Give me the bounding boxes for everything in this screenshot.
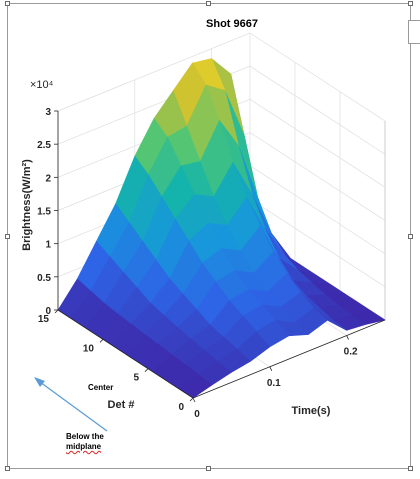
x-axis-label: Time(s)	[292, 405, 331, 417]
z-tick-label: 2	[45, 173, 51, 184]
annotation-below-line1: Below the	[66, 432, 104, 441]
z-axis-label: Brightness(W/m²)	[21, 159, 33, 251]
x-tick-label: 0	[194, 409, 200, 420]
x-tick	[346, 335, 349, 340]
resize-handle-top-left[interactable]	[5, 1, 10, 6]
resize-handle-left[interactable]	[5, 234, 10, 239]
resize-handle-bottom[interactable]	[206, 466, 211, 471]
annotation-below-midplane: Below the midplane	[66, 432, 104, 452]
chart-title: Shot 9667	[206, 18, 258, 30]
resize-handle-top-right[interactable]	[408, 1, 413, 6]
annotation-arrow	[39, 381, 108, 432]
annotation-arrowhead	[34, 377, 45, 387]
y-axis-label: Det #	[108, 399, 135, 411]
resize-handle-bottom-left[interactable]	[5, 466, 10, 471]
y-tick	[99, 339, 104, 343]
z-tick-label: 1.5	[37, 207, 51, 218]
y-tick	[189, 397, 194, 402]
z-tick-label: 3	[45, 107, 51, 118]
x-tick-label: 0.1	[267, 378, 281, 389]
surface-patches	[57, 58, 386, 399]
z-tick-label: 0	[45, 306, 51, 317]
x-tick	[192, 397, 196, 403]
z-tick-label: 0.5	[37, 273, 51, 284]
resize-handle-bottom-right[interactable]	[408, 466, 413, 471]
layout-options-tab[interactable]	[408, 20, 420, 44]
z-tick-label: 1	[45, 240, 51, 251]
annotation-center: Center	[88, 383, 114, 392]
x-tick-label: 0.2	[344, 347, 358, 358]
y-tick	[144, 368, 149, 372]
z-tick-label: 2.5	[37, 140, 51, 151]
annotation-below-line2: midplane	[66, 442, 102, 451]
y-tick-label: 15	[38, 314, 50, 325]
resize-handle-top[interactable]	[206, 1, 211, 6]
y-tick-label: 5	[133, 373, 139, 384]
x-axis-line	[192, 319, 386, 399]
y-tick-label: 0	[178, 402, 184, 413]
resize-handle-right[interactable]	[408, 234, 413, 239]
x-tick	[269, 366, 273, 371]
z-exponent-label: ×10⁴	[30, 79, 54, 91]
y-tick	[54, 309, 59, 314]
y-axis-line	[57, 309, 194, 399]
y-tick-label: 10	[83, 343, 95, 354]
